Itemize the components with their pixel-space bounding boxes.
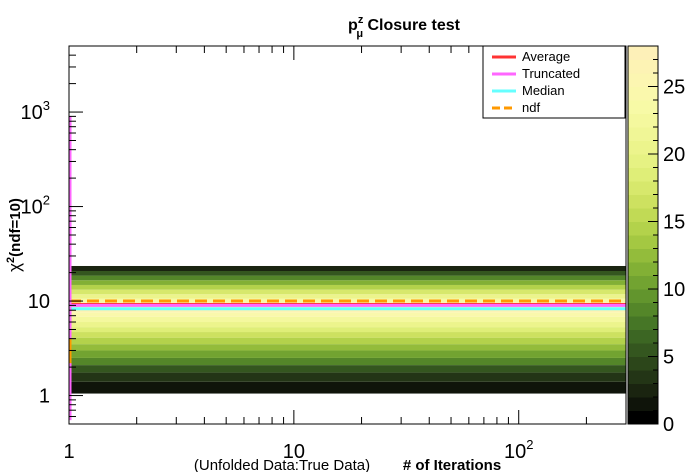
y-axis-label: χ2(ndf=10) xyxy=(5,198,24,272)
color-bar-segment xyxy=(628,86,658,101)
legend-label-ndf: ndf xyxy=(522,100,540,115)
heatmap-row xyxy=(70,265,626,271)
x-axis-ticks: 1 10 102 xyxy=(63,46,627,463)
color-bar-segment xyxy=(628,73,658,87)
heatmap-row xyxy=(70,312,626,317)
color-bar-tick-label: 0 xyxy=(663,414,674,436)
heatmap-row xyxy=(70,357,626,366)
legend-label-median: Median xyxy=(522,83,565,98)
color-bar-segment xyxy=(628,113,658,128)
color-bar-segment xyxy=(628,221,658,236)
color-bar-segment xyxy=(628,356,658,371)
heatmap-row xyxy=(70,294,626,299)
heatmap-row xyxy=(70,316,626,323)
heatmap-row xyxy=(70,280,626,285)
color-bar-segment xyxy=(628,370,658,384)
color-bar-segment xyxy=(628,289,658,303)
y-axis-ticks: 1 10 102 103 xyxy=(21,45,83,425)
color-bar-segment xyxy=(628,343,658,357)
heatmap-row xyxy=(70,381,626,394)
color-bar-segment xyxy=(628,316,658,330)
heatmap-row xyxy=(70,275,626,281)
color-bar-segment xyxy=(628,181,658,195)
color-bar-segment xyxy=(628,167,658,182)
heatmap-row xyxy=(70,350,626,358)
heatmap-row xyxy=(70,270,626,276)
color-bar-segment xyxy=(628,100,658,114)
heatmap-row xyxy=(70,372,626,382)
color-bar-segment xyxy=(628,46,658,60)
series-lines xyxy=(68,116,626,421)
heatmap-row xyxy=(70,327,626,333)
heatmap-row xyxy=(70,365,626,373)
x-axis-label: # of Iterations xyxy=(403,457,501,472)
y-tick-label: 103 xyxy=(21,98,50,124)
heatmap-cells xyxy=(70,265,626,394)
y-axis-superscript: 2 xyxy=(5,257,17,263)
heatmap-row xyxy=(70,332,626,338)
color-bar-tick-label: 10 xyxy=(663,279,685,301)
title-superscript: z xyxy=(358,14,364,26)
color-bar-segment xyxy=(628,127,658,141)
y-axis-symbol: χ xyxy=(5,263,24,272)
color-bar-segment xyxy=(628,329,658,344)
heatmap-row xyxy=(70,322,626,328)
y-axis-rest: (ndf=10) xyxy=(7,198,24,257)
color-bar-segment xyxy=(628,248,658,263)
x-tick-label: 1 xyxy=(63,441,74,463)
color-bar-segment xyxy=(628,194,658,209)
title-p: p xyxy=(348,17,358,34)
heatmap-row xyxy=(70,289,626,295)
x-axis-prefix: (Unfolded Data:True Data) xyxy=(194,457,370,472)
y-tick-label: 10 xyxy=(28,291,50,313)
color-bar-segment xyxy=(628,302,658,317)
legend-label-average: Average xyxy=(522,49,570,64)
color-bar-segment xyxy=(628,140,658,155)
title-rest: Closure test xyxy=(363,17,461,34)
color-bar-segment xyxy=(628,383,658,398)
color-bar-segment xyxy=(628,154,658,168)
color-bar-segment xyxy=(628,262,658,276)
color-bar-tick-label: 25 xyxy=(663,77,685,99)
title-subscript: μ xyxy=(356,28,363,40)
color-bar xyxy=(627,45,659,425)
color-bar-segment xyxy=(628,59,658,74)
color-bar-tick-label: 5 xyxy=(663,347,674,369)
heatmap-row xyxy=(70,337,626,345)
color-bar-ticks: 0 5 10 15 20 25 xyxy=(648,45,685,436)
legend: Average Truncated Median ndf xyxy=(482,45,626,119)
color-bar-tick-label: 15 xyxy=(663,212,685,234)
x-tick-label: 102 xyxy=(504,437,533,463)
color-bar-segment xyxy=(628,235,658,249)
x-tick-label: 10 xyxy=(283,441,305,463)
color-bar-tick-label: 20 xyxy=(663,144,685,166)
color-bar-segment xyxy=(628,410,658,425)
y-tick-label: 102 xyxy=(21,193,50,219)
heatmap-row xyxy=(70,344,626,351)
heatmap-row xyxy=(70,284,626,290)
color-bar-segment xyxy=(628,397,658,411)
color-bar-segment xyxy=(628,208,658,222)
legend-label-truncated: Truncated xyxy=(522,66,580,81)
chart-title: pz μ Closure test xyxy=(348,14,461,40)
y-tick-label: 1 xyxy=(39,386,50,408)
color-bar-segment xyxy=(628,275,658,290)
